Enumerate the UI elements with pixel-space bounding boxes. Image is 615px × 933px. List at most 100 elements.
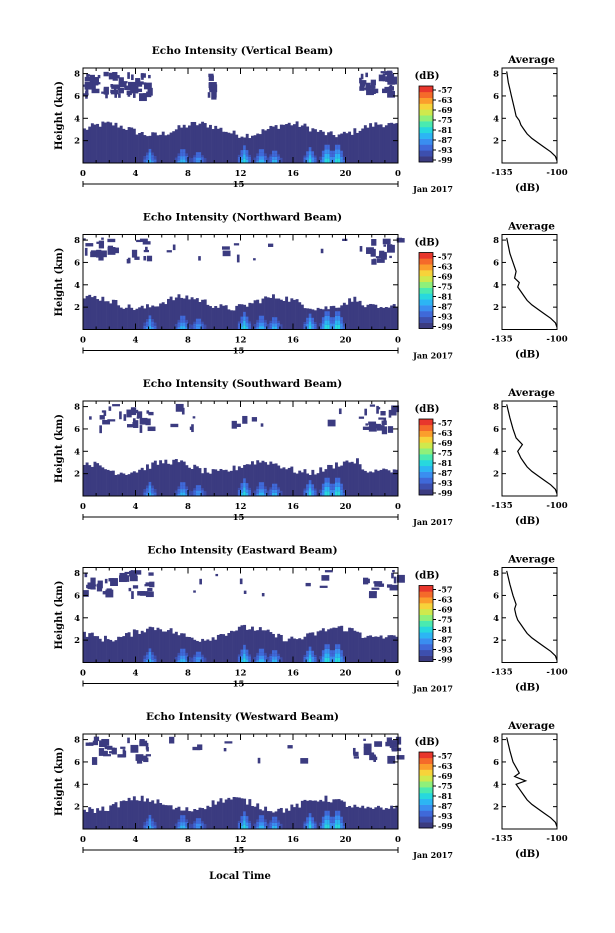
echo-cell: [335, 815, 338, 820]
echo-cell: [340, 659, 344, 663]
echo-cell: [188, 824, 191, 827]
echo-cell: [146, 826, 149, 829]
echo-cell: [324, 153, 328, 159]
echo-cell: [148, 159, 152, 163]
echo-cell: [253, 494, 257, 496]
echo-cell: [135, 134, 139, 163]
echo-cell: [324, 320, 328, 325]
average-x-tick-label: -135: [491, 168, 512, 178]
echo-cell: [264, 488, 268, 492]
echo-cell: [321, 819, 325, 823]
echo-patch: [148, 572, 154, 576]
echo-patch: [386, 737, 392, 746]
echo-cell: [174, 491, 178, 494]
echo-patch: [373, 91, 376, 94]
echo-cell: [169, 132, 173, 163]
echo-cell: [151, 826, 155, 829]
echo-cell: [395, 469, 399, 496]
echo-patch: [387, 244, 395, 253]
x-tick-label: 12: [235, 336, 247, 346]
echo-cell: [227, 309, 231, 330]
echo-cell: [261, 655, 265, 660]
echo-patch: [135, 78, 141, 86]
echo-cell: [240, 625, 244, 663]
echo-patch: [391, 749, 397, 752]
echo-cell: [277, 465, 281, 496]
echo-cell: [243, 311, 247, 317]
echo-cell: [245, 652, 249, 657]
echo-cell: [337, 320, 341, 325]
y-tick-label: 8: [74, 236, 80, 246]
echo-cell: [153, 630, 157, 663]
echo-cell: [256, 488, 260, 492]
echo-patch: [381, 420, 387, 425]
echo-cell: [235, 630, 239, 663]
echo-cell: [195, 657, 199, 660]
echo-cell: [240, 825, 244, 829]
echo-cell: [177, 160, 181, 163]
echo-cell: [329, 816, 333, 820]
echo-cell: [306, 160, 310, 163]
echo-cell: [151, 152, 155, 156]
echo-patch: [148, 411, 154, 416]
echo-cell: [277, 493, 281, 496]
echo-patch: [91, 88, 100, 94]
echo-cell: [135, 800, 139, 829]
echo-cell: [327, 644, 331, 649]
echo-cell: [256, 826, 260, 829]
echo-cell: [329, 323, 333, 327]
colorbar-swatch: [419, 436, 433, 443]
echo-cell: [266, 297, 270, 330]
echo-patch: [389, 741, 398, 744]
echo-cell: [216, 801, 220, 829]
echo-cell: [298, 126, 302, 163]
echo-patch: [383, 244, 387, 247]
echo-cell: [180, 326, 184, 330]
echo-cell: [345, 806, 349, 829]
echo-cell: [324, 491, 328, 496]
echo-cell: [143, 632, 147, 663]
echo-cell: [151, 485, 155, 489]
echo-cell: [140, 467, 144, 496]
echo-cell: [300, 472, 304, 496]
echo-cell: [203, 824, 207, 826]
echo-patch: [90, 82, 96, 90]
echo-cell: [182, 298, 186, 330]
echo-cell: [185, 319, 189, 323]
echo-patch: [362, 87, 368, 90]
y-tick-label: 8: [74, 569, 80, 579]
echo-cell: [188, 493, 191, 495]
echo-cell: [214, 306, 218, 330]
echo-cell: [272, 150, 275, 154]
echo-cell: [321, 822, 325, 826]
echo-cell: [248, 629, 252, 663]
echo-cell: [90, 466, 94, 496]
echo-cell: [308, 813, 312, 818]
echo-cell: [151, 462, 155, 496]
echo-cell: [306, 317, 310, 321]
echo-cell: [314, 821, 317, 824]
echo-cell: [306, 487, 310, 491]
echo-cell: [303, 123, 307, 163]
echo-cell: [237, 466, 241, 496]
echo-cell: [111, 299, 115, 330]
echo-patch: [90, 251, 99, 258]
echo-cell: [88, 126, 92, 163]
echo-cell: [382, 468, 386, 496]
echo-cell: [306, 126, 310, 163]
echo-cell: [329, 486, 333, 490]
echo-cell: [122, 128, 126, 163]
echo-cell: [195, 487, 199, 491]
echo-cell: [321, 156, 325, 160]
echo-cell: [319, 308, 323, 330]
echo-cell: [211, 469, 215, 496]
echo-patch: [235, 423, 241, 428]
echo-cell: [130, 636, 134, 663]
echo-cell: [117, 636, 121, 663]
echo-cell: [335, 311, 338, 316]
colorbar-swatch: [419, 597, 433, 604]
echo-cell: [324, 819, 328, 825]
echo-cell: [261, 149, 265, 153]
echo-cell: [237, 493, 241, 496]
echo-cell: [321, 489, 325, 493]
